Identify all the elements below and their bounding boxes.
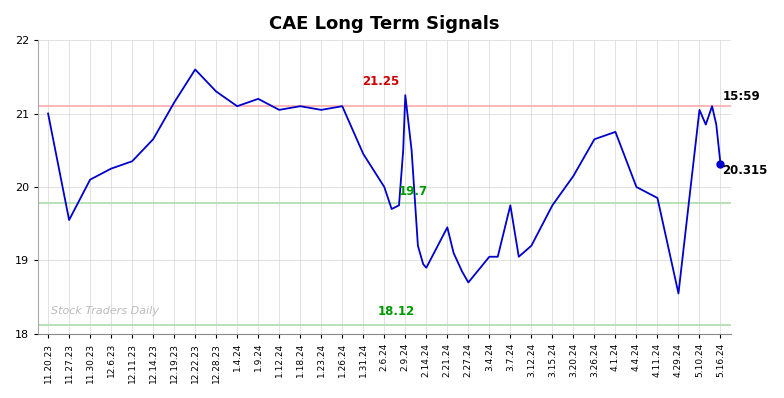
Text: Stock Traders Daily: Stock Traders Daily	[52, 306, 159, 316]
Text: 21.25: 21.25	[361, 75, 399, 88]
Text: 15:59: 15:59	[723, 90, 760, 103]
Title: CAE Long Term Signals: CAE Long Term Signals	[269, 15, 499, 33]
Text: 20.315: 20.315	[723, 164, 768, 177]
Text: 19.7: 19.7	[399, 185, 428, 198]
Text: 18.12: 18.12	[378, 305, 416, 318]
